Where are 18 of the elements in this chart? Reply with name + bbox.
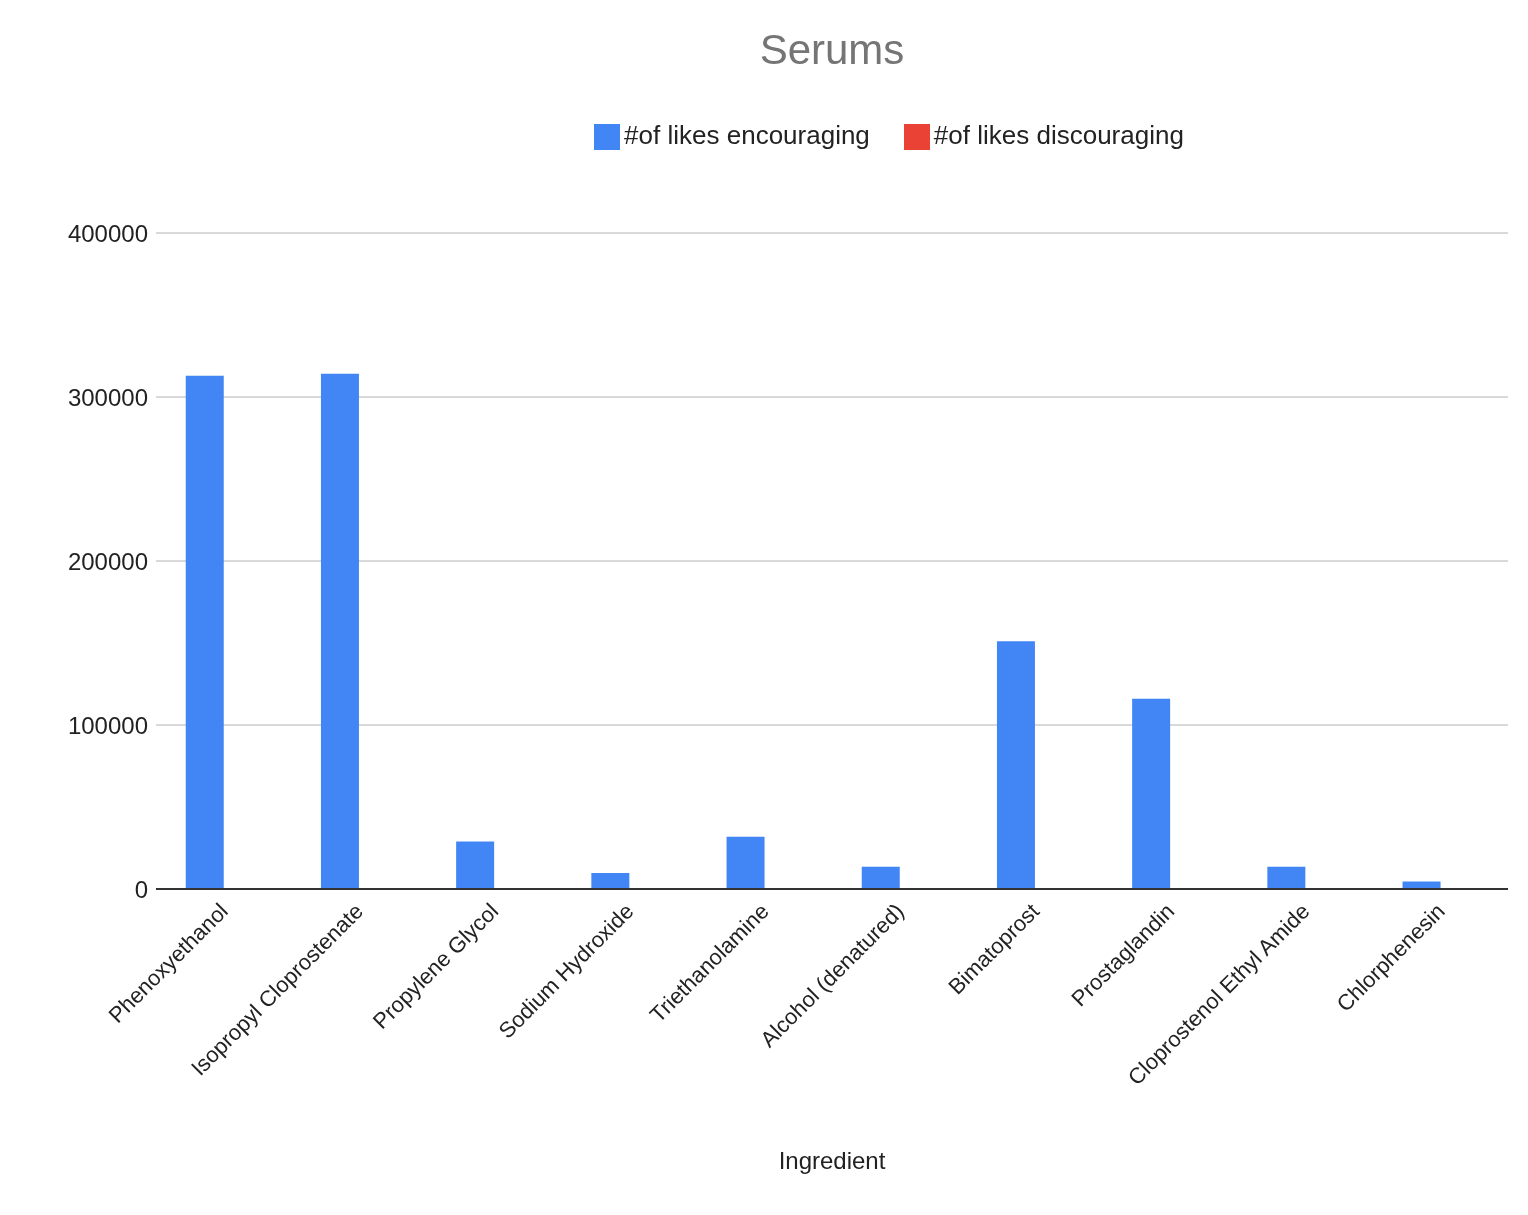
legend-label: #of likes discouraging <box>933 120 1184 150</box>
bar <box>456 841 495 889</box>
bar <box>185 375 224 889</box>
y-tick-label: 0 <box>134 875 148 903</box>
y-tick-label: 300000 <box>67 383 148 411</box>
legend-label: #of likes encouraging <box>624 120 870 150</box>
y-tick-label: 200000 <box>67 547 148 575</box>
bar <box>1267 866 1306 889</box>
y-tick-label: 400000 <box>67 219 148 247</box>
bar <box>726 836 765 889</box>
bar <box>320 373 359 889</box>
x-axis-title: Ingredient <box>778 1147 886 1174</box>
bar <box>591 873 630 889</box>
bar <box>996 641 1035 889</box>
y-tick-label: 100000 <box>67 711 148 739</box>
bar <box>861 866 900 889</box>
chart-title: Serums <box>758 26 906 74</box>
bar <box>1132 698 1171 889</box>
